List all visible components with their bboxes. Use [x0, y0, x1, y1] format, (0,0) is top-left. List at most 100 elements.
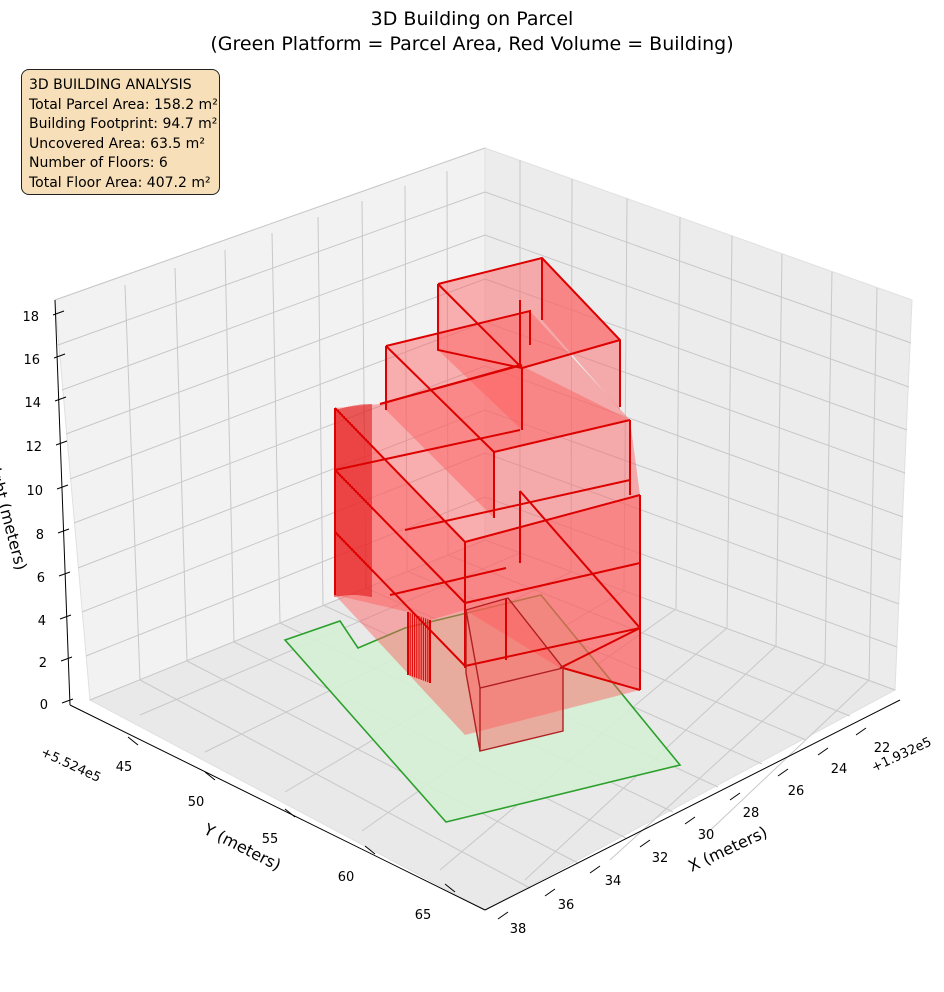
info-line: 3D BUILDING ANALYSIS [29, 77, 192, 93]
grid-line [675, 216, 681, 610]
y-tick-label: 55 [262, 832, 279, 847]
curved-wall [334, 404, 431, 683]
x-tick-mark [684, 816, 696, 825]
x-tick-label: 26 [788, 784, 805, 799]
z-tick-mark [59, 614, 72, 620]
grid-line [484, 452, 900, 605]
building-face [465, 495, 640, 735]
grid-line [77, 409, 486, 569]
y-tick-label: 65 [415, 908, 432, 923]
z-tick-mark [53, 353, 66, 359]
grid-line [89, 539, 486, 701]
building-edge [559, 627, 641, 669]
grid-line [139, 679, 531, 889]
parcel-platform [283, 594, 682, 823]
grid-line [124, 284, 141, 681]
x-tick-mark [589, 865, 601, 874]
z-tick-mark [54, 396, 67, 402]
grid-line [57, 191, 486, 346]
building-edge [389, 567, 507, 596]
grid-line [484, 191, 912, 344]
y-tick-labels: 45 50 55 60 65 [116, 760, 432, 923]
grid-line [65, 278, 486, 435]
grid-line [174, 267, 188, 662]
building-face [386, 346, 494, 518]
axis-lines [54, 299, 901, 911]
z-tick-label: 10 [26, 484, 43, 499]
building-face [335, 365, 640, 690]
z-tick-mark [56, 484, 69, 490]
building-face [542, 258, 620, 410]
building-volume [335, 258, 640, 751]
x-tick-label: 22 [874, 741, 891, 756]
y-tick-mark [444, 883, 456, 893]
x-tick-labels: 22 24 26 28 30 32 34 36 38 [510, 741, 891, 937]
grid-line [81, 452, 486, 613]
building-edge [562, 667, 641, 691]
grid-line [484, 539, 896, 691]
grid-line [404, 185, 408, 572]
x-tick-mark [855, 727, 867, 736]
y-tick-mark [284, 808, 296, 818]
grid-line [824, 271, 833, 665]
z-tick-mark [55, 440, 68, 446]
building-edge [404, 479, 631, 531]
building-edge [465, 672, 481, 752]
grid-line [484, 321, 906, 474]
z-tick-mark [57, 528, 70, 534]
y-tick-mark [204, 771, 216, 781]
y-tick-label: 50 [188, 795, 205, 810]
z-tick-label: 12 [25, 440, 42, 455]
building-edge [479, 668, 564, 752]
building-edges [334, 256, 641, 691]
grid-line [484, 234, 910, 388]
grid-line [699, 679, 870, 841]
x-tick-mark [544, 888, 556, 897]
z-tick-label: 16 [23, 353, 40, 368]
building-edge [437, 256, 621, 407]
x-tick-mark [729, 792, 741, 801]
z-tick-label: 4 [38, 614, 46, 629]
z-axis-label: Height (meters) [0, 445, 31, 573]
grid-line [54, 147, 486, 301]
building-edge [464, 494, 641, 543]
building-edge [437, 283, 523, 369]
y-tick-mark [127, 736, 139, 746]
y-tick-label: 60 [338, 870, 355, 885]
building-low-edges [465, 597, 565, 752]
chart-title-line-1: 3D Building on Parcel [371, 8, 574, 30]
grid-line [484, 409, 902, 561]
info-line: Uncovered Area: 63.5 m² [29, 135, 205, 152]
x-tick-mark [777, 768, 789, 777]
building-edge [519, 490, 641, 629]
building-edge [493, 419, 631, 453]
y-tick-label: 45 [116, 760, 133, 775]
grid-line [69, 321, 486, 480]
x-tick-label: 28 [743, 806, 760, 821]
grid-line [484, 496, 898, 648]
z-tick-label: 2 [39, 656, 47, 671]
grid-line [406, 570, 807, 741]
y-tick-mark [364, 845, 376, 855]
building-face [466, 598, 563, 688]
info-box: 3D BUILDING ANALYSIS Total Parcel Area: … [21, 69, 220, 195]
x-ticks [497, 727, 867, 920]
z-tick-label: 18 [22, 310, 39, 325]
building-face [386, 311, 630, 452]
building-edge [464, 627, 641, 667]
z-tick-label: 14 [24, 396, 41, 411]
grid-line [570, 178, 573, 573]
grid-line [317, 216, 324, 606]
z-tick-mark [52, 310, 65, 316]
building-face [438, 284, 522, 430]
grid-line [726, 235, 733, 629]
y-axis-line [69, 704, 486, 911]
z-tick-label: 0 [40, 698, 48, 713]
x-tick-label: 24 [831, 762, 848, 777]
grid-line [609, 663, 826, 861]
grid-line [868, 287, 878, 681]
z-tick-labels: 0 2 4 6 8 10 12 14 16 18 [22, 310, 48, 713]
x-tick-mark [497, 911, 509, 920]
info-line: Total Floor Area: 407.2 m² [29, 174, 211, 191]
